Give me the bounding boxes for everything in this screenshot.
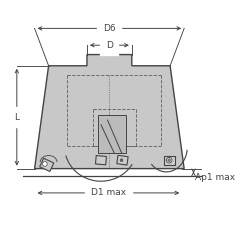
Polygon shape <box>35 54 184 169</box>
Circle shape <box>166 157 172 163</box>
Polygon shape <box>98 115 126 153</box>
Text: L: L <box>14 113 19 122</box>
Circle shape <box>42 162 47 166</box>
Text: D6: D6 <box>103 24 116 33</box>
Polygon shape <box>40 158 54 171</box>
Polygon shape <box>164 156 175 165</box>
Text: D1 max: D1 max <box>91 188 126 198</box>
Polygon shape <box>117 155 128 165</box>
Text: D: D <box>106 41 113 50</box>
Text: Ap1 max: Ap1 max <box>195 174 235 182</box>
Polygon shape <box>96 156 107 165</box>
Circle shape <box>168 159 171 162</box>
Circle shape <box>120 159 123 162</box>
